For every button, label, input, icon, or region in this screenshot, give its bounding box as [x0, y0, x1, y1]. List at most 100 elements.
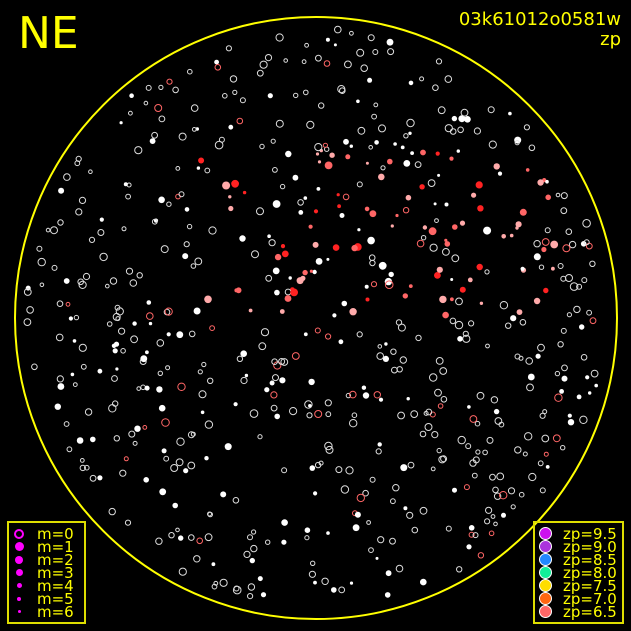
star-marker	[433, 202, 437, 206]
star-marker	[435, 151, 440, 156]
star-marker	[120, 348, 126, 354]
star-marker	[342, 193, 350, 201]
star-marker	[455, 297, 463, 306]
star-marker	[384, 342, 388, 346]
star-marker	[343, 138, 349, 145]
star-marker	[554, 370, 561, 377]
star-marker	[80, 363, 87, 370]
star-marker	[395, 319, 403, 326]
star-marker	[156, 339, 165, 347]
star-marker	[541, 434, 550, 443]
star-marker	[97, 368, 103, 374]
star-marker	[274, 253, 282, 261]
star-marker	[321, 577, 329, 585]
star-marker	[365, 297, 370, 302]
star-marker	[308, 378, 315, 386]
star-marker	[315, 54, 322, 62]
star-marker	[129, 279, 138, 287]
star-marker	[340, 485, 350, 494]
star-marker	[78, 196, 87, 204]
star-marker	[288, 276, 292, 280]
star-marker	[589, 317, 597, 325]
star-marker	[56, 300, 64, 308]
star-marker	[296, 277, 304, 285]
star-marker	[125, 267, 134, 275]
star-marker	[490, 396, 499, 404]
star-marker	[154, 104, 163, 112]
star-marker	[528, 144, 536, 152]
star-marker	[281, 519, 288, 526]
star-marker	[368, 547, 374, 553]
star-marker	[298, 210, 304, 215]
star-marker	[113, 435, 121, 442]
mag-marker-icon	[9, 542, 29, 551]
star-marker	[97, 475, 103, 481]
star-marker	[493, 408, 500, 415]
star-marker	[198, 390, 207, 399]
zp-label: zp=8.0	[563, 563, 617, 582]
star-marker	[390, 348, 397, 355]
star-marker	[63, 278, 70, 284]
star-marker	[416, 239, 425, 248]
star-marker	[201, 361, 207, 368]
star-marker	[567, 413, 572, 418]
star-marker	[568, 240, 577, 249]
star-marker	[121, 226, 127, 232]
star-marker	[429, 243, 438, 252]
zp-color-icon	[535, 553, 555, 566]
star-marker	[440, 455, 448, 463]
star-marker	[356, 48, 365, 57]
star-marker	[142, 425, 148, 430]
star-marker	[132, 440, 138, 446]
star-marker	[545, 179, 549, 184]
star-marker	[376, 352, 385, 360]
star-marker	[551, 266, 555, 271]
star-marker	[360, 64, 369, 72]
star-marker	[112, 400, 119, 407]
star-marker	[304, 42, 310, 48]
star-marker	[349, 419, 358, 428]
star-marker	[524, 432, 533, 441]
star-marker	[462, 330, 469, 337]
star-marker	[445, 525, 452, 532]
star-marker	[82, 272, 91, 281]
star-marker	[552, 434, 561, 443]
star-marker	[437, 173, 441, 177]
mag-marker-icon	[9, 610, 29, 613]
star-marker	[166, 332, 171, 337]
star-marker	[326, 531, 330, 535]
star-marker	[224, 443, 232, 451]
star-marker	[275, 119, 284, 128]
star-marker	[482, 449, 488, 456]
mag-legend-item: m=5	[9, 590, 84, 608]
star-marker	[345, 392, 352, 399]
star-marker	[317, 160, 322, 164]
star-marker	[70, 372, 75, 377]
star-marker	[434, 388, 442, 397]
star-marker	[541, 238, 550, 246]
star-marker	[211, 562, 216, 567]
star-marker	[270, 391, 278, 399]
star-marker	[251, 529, 257, 535]
star-marker	[279, 183, 286, 190]
star-marker	[115, 367, 119, 371]
star-marker	[585, 375, 590, 380]
star-marker	[476, 391, 485, 400]
star-marker	[489, 473, 496, 481]
star-marker	[250, 544, 258, 553]
star-marker	[233, 402, 238, 407]
zp-label: zp=9.0	[563, 537, 617, 556]
star-marker	[490, 514, 496, 519]
star-marker	[56, 375, 64, 383]
star-marker	[247, 593, 254, 600]
star-marker	[204, 456, 209, 461]
star-marker	[580, 241, 587, 247]
star-marker	[541, 246, 547, 253]
star-marker	[332, 313, 337, 318]
star-marker	[415, 334, 422, 342]
star-marker	[432, 84, 439, 91]
star-marker	[243, 550, 251, 559]
star-marker	[390, 498, 396, 505]
star-marker	[90, 436, 96, 443]
